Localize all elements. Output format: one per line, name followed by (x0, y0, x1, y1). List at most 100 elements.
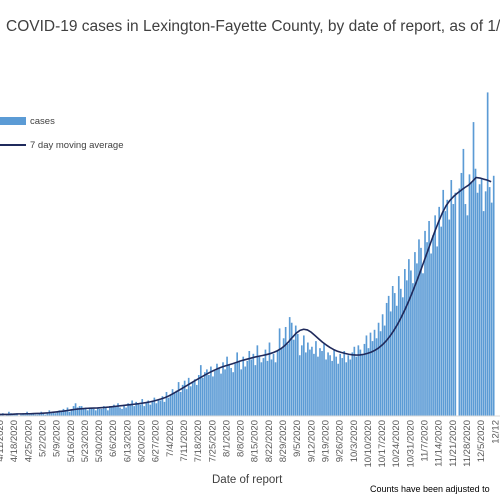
bar-cases (50, 413, 53, 416)
line-series-moving-average (0, 176, 492, 416)
bar-cases (181, 384, 184, 416)
bar-cases (268, 342, 271, 416)
bar-cases (66, 407, 69, 416)
moving-average-line (0, 176, 492, 416)
legend-swatch-cases (0, 117, 26, 125)
bar-cases (442, 189, 445, 416)
x-tick-label: 4/11/2020 (0, 420, 6, 462)
bar-cases (401, 297, 404, 416)
bar-cases (278, 328, 281, 416)
bar-cases (357, 345, 360, 416)
bar-cases (460, 172, 463, 416)
bar-cases (195, 384, 198, 416)
x-tick-label: 5/9/2020 (52, 420, 63, 457)
bar-cases (296, 334, 299, 416)
bar-cases (90, 407, 93, 416)
x-tick-label: 8/22/2020 (264, 420, 275, 462)
x-tick-label: 10/10/2020 (363, 420, 374, 468)
bar-cases (385, 302, 388, 416)
x-tick-label: 10/3/2020 (349, 420, 360, 462)
bar-cases (393, 293, 396, 416)
bar-cases (458, 188, 461, 416)
bar-cases (256, 345, 259, 416)
bar-cases (480, 178, 483, 416)
bar-cases (381, 314, 384, 416)
bar-cases (127, 403, 129, 416)
x-tick-label: 7/11/2020 (179, 420, 190, 462)
bar-cases (266, 360, 269, 416)
legend-label-moving-average: 7 day moving average (30, 139, 124, 151)
chart-title: COVID-19 cases in Lexington-Fayette Coun… (6, 18, 500, 35)
bar-cases (290, 322, 293, 416)
bar-cases (395, 305, 398, 416)
bar-cases (272, 353, 275, 416)
bar-cases (117, 403, 119, 416)
bar-cases (353, 346, 356, 416)
bar-cases (242, 356, 245, 416)
bar-cases (399, 288, 402, 416)
bar-cases (298, 355, 301, 416)
bar-cases (379, 331, 382, 416)
x-tick-label: 11/28/2020 (462, 420, 473, 467)
x-tick-label: 8/15/2020 (250, 420, 261, 462)
bar-cases (408, 259, 410, 416)
bar-cases (214, 370, 216, 416)
bar-cases (62, 408, 65, 416)
x-tick-label: 10/17/2020 (377, 420, 388, 468)
bar-cases (383, 325, 386, 416)
bar-cases (72, 406, 75, 416)
bar-cases (397, 276, 400, 416)
bar-cases (204, 372, 206, 416)
legend-item-cases: cases (0, 113, 123, 129)
footnote: Counts have been adjusted to (370, 484, 490, 494)
legend-item-moving-average: 7 day moving average (0, 137, 123, 153)
bar-cases (347, 355, 350, 416)
bar-cases (351, 352, 354, 416)
bar-cases (70, 408, 73, 416)
x-tick-label: 12/5/2020 (476, 420, 487, 462)
bar-cases (248, 351, 251, 416)
x-tick-label: 6/20/2020 (137, 420, 148, 462)
bar-cases (428, 221, 430, 416)
bar-cases (404, 269, 406, 416)
bar-cases (337, 363, 339, 416)
bar-cases (371, 341, 374, 416)
bar-cases (230, 367, 232, 416)
x-tick-label: 4/25/2020 (23, 420, 34, 462)
x-tick-label: 11/14/2020 (434, 420, 445, 467)
bar-cases (313, 353, 315, 416)
bar-cases (343, 351, 346, 416)
x-tick-label: 6/13/2020 (122, 420, 133, 462)
bar-cases (58, 410, 61, 416)
bar-cases (189, 386, 192, 416)
bar-cases (193, 379, 196, 416)
bar-cases (42, 413, 45, 416)
bar-cases (270, 359, 273, 416)
bar-cases (208, 375, 210, 416)
bar-cases (44, 414, 47, 416)
x-tick-label: 6/27/2020 (151, 420, 162, 462)
x-tick-label: 9/5/2020 (292, 420, 303, 457)
bar-cases (0, 414, 2, 416)
bar-cases (20, 414, 22, 416)
bar-cases (212, 376, 214, 416)
bar-cases (250, 359, 253, 416)
bar-cases (125, 407, 127, 416)
bar-cases (111, 407, 113, 416)
bar-cases (78, 406, 81, 416)
bar-cases (484, 191, 487, 416)
x-tick-label: 5/2/2020 (38, 420, 49, 457)
bar-cases (226, 356, 228, 416)
bar-cases (86, 410, 89, 416)
x-tick-label: 5/23/2020 (80, 420, 91, 462)
bar-cases (153, 397, 156, 416)
bar-cases (34, 414, 36, 416)
legend-label-cases: cases (30, 115, 55, 127)
bar-cases (199, 365, 202, 416)
x-tick-label: 11/21/2020 (448, 420, 459, 467)
bar-cases (486, 92, 489, 416)
bar-cases (292, 339, 295, 416)
x-tick-label: 5/16/2020 (66, 420, 77, 462)
bar-cases (24, 414, 26, 416)
bar-cases (210, 366, 212, 416)
